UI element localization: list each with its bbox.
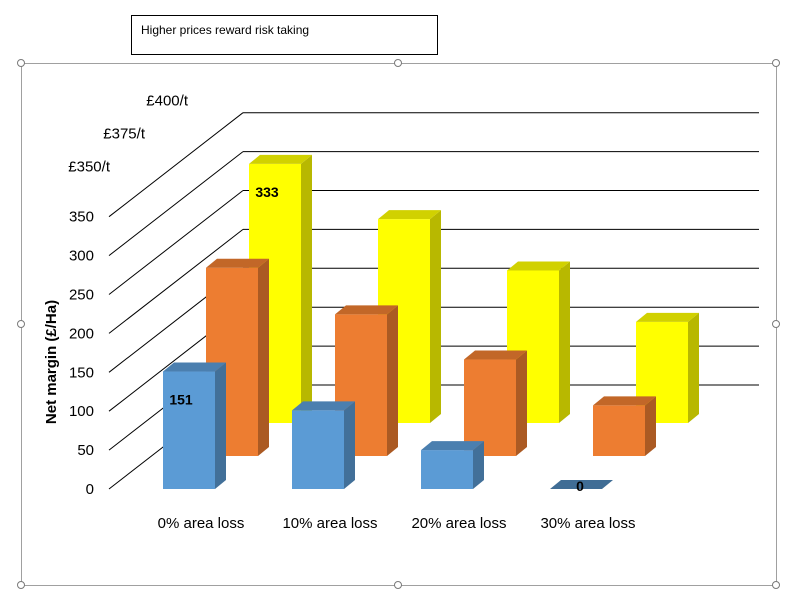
bar-400-t-0-area-loss-side [301, 154, 312, 423]
bar-350-t-10-area-loss-top [292, 401, 355, 411]
bar-375-t-0-area-loss-side [258, 258, 269, 456]
bar-350-t-20-area-loss-front [421, 450, 473, 489]
y-axis-title: Net margin (£/Ha) [43, 300, 60, 424]
bar-350-t-10-area-loss-side [344, 401, 355, 489]
bar-350-t-20-area-loss-side [473, 441, 484, 489]
data-label-400-t-0-area-loss: 333 [255, 184, 279, 200]
bar-400-t-10-area-loss-top [378, 210, 441, 220]
category-label-10-area-loss: 10% area loss [282, 515, 377, 532]
series-label-400-t: £400/t [146, 93, 189, 110]
bar-375-t-30-area-loss-top [593, 396, 656, 406]
bar-375-t-10-area-loss-side [387, 305, 398, 456]
category-label-0-area-loss: 0% area loss [158, 515, 245, 532]
resize-handle-bottom-left[interactable] [17, 581, 25, 589]
bar-350-t-20-area-loss-top [421, 441, 484, 451]
data-label-350-t-30-area-loss: 0 [576, 478, 584, 494]
bar-375-t-20-area-loss-top [464, 350, 527, 360]
gridline-wall [108, 112, 244, 218]
resize-handle-bottom-right[interactable] [772, 581, 780, 589]
y-tick-label: 350 [69, 209, 94, 226]
y-tick-label: 100 [69, 403, 94, 420]
bar-350-t-10-area-loss-front [292, 410, 344, 489]
gridline-wall [108, 151, 244, 256]
resize-handle-bottom-middle[interactable] [394, 581, 402, 589]
category-label-20-area-loss: 20% area loss [411, 515, 506, 532]
bar-400-t-20-area-loss-side [559, 261, 570, 423]
bar-400-t-0-area-loss-top [249, 154, 312, 164]
y-tick-label: 0 [86, 481, 94, 498]
bar-375-t-30-area-loss-front [593, 405, 645, 456]
title-textbox[interactable]: Higher prices reward risk taking [131, 15, 438, 55]
y-tick-label: 200 [69, 325, 94, 342]
bar-375-t-30-area-loss-side [645, 396, 656, 456]
bar-350-t-0-area-loss-front [163, 371, 215, 489]
series-label-350-t: £350/t [68, 159, 111, 176]
bar-375-t-0-area-loss-top [206, 258, 269, 268]
y-tick-label: 50 [77, 442, 94, 459]
series-label-375-t: £375/t [103, 126, 146, 143]
bar-375-t-20-area-loss-front [464, 359, 516, 456]
bar-400-t-30-area-loss-side [688, 312, 699, 423]
bar-400-t-20-area-loss-top [507, 261, 570, 271]
resize-handle-middle-left[interactable] [17, 320, 25, 328]
y-tick-label: 250 [69, 287, 94, 304]
resize-handle-top-right[interactable] [772, 59, 780, 67]
bar-400-t-10-area-loss-side [430, 210, 441, 423]
category-label-30-area-loss: 30% area loss [540, 515, 635, 532]
y-tick-label: 300 [69, 248, 94, 265]
title-text: Higher prices reward risk taking [141, 23, 310, 37]
gridline-wall [108, 229, 244, 334]
data-label-350-t-0-area-loss: 151 [169, 392, 193, 408]
resize-handle-middle-right[interactable] [772, 320, 780, 328]
bar-350-t-0-area-loss-side [215, 362, 226, 489]
bar-350-t-0-area-loss-top [163, 362, 226, 372]
resize-handle-top-middle[interactable] [394, 59, 402, 67]
bar-350-t-30-area-loss-top [550, 480, 613, 489]
bar-375-t-10-area-loss-top [335, 305, 398, 315]
bar-375-t-20-area-loss-side [516, 350, 527, 456]
gridline-wall [108, 190, 244, 295]
y-tick-label: 150 [69, 364, 94, 381]
resize-handle-top-left[interactable] [17, 59, 25, 67]
bar-400-t-30-area-loss-top [636, 312, 699, 322]
